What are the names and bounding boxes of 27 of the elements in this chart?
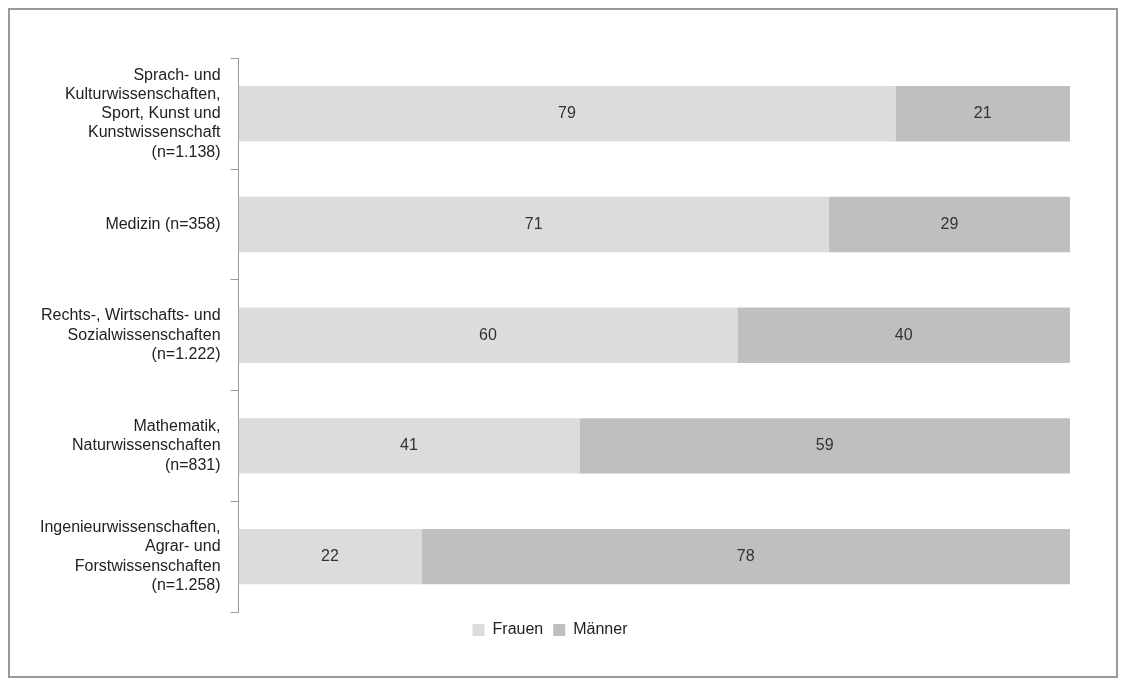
bar — [895, 86, 1070, 142]
bar — [828, 196, 1070, 253]
data-label: 41 — [400, 436, 418, 454]
bar — [238, 418, 580, 474]
legend-label: Männer — [573, 620, 629, 638]
bar — [238, 307, 738, 363]
y-tick-label: Ingenieurwissenschaften, Agrar- und Forstwissenschaften (n=1.258) — [39, 518, 221, 593]
y-tick-label: Sprach- und Kulturwissenschaften, Sport, Kunst und Kunstwissenschaft (n=1.138) — [64, 65, 222, 160]
legend-label: Frauen — [492, 620, 544, 638]
y-tick-label: Mathematik, Naturwissenschaften (n=831) — [72, 417, 221, 473]
y-tick-label: Medizin (n=358) — [105, 214, 221, 232]
data-label: 78 — [736, 547, 755, 565]
data-label: 60 — [479, 325, 497, 343]
bar — [238, 86, 896, 142]
data-label: 40 — [894, 325, 913, 343]
bar — [238, 528, 422, 585]
bar — [737, 307, 1070, 363]
data-label: 21 — [973, 104, 992, 122]
data-label: 29 — [940, 214, 959, 232]
data-label: 22 — [321, 547, 340, 565]
bar — [579, 418, 1070, 474]
bar — [421, 528, 1070, 585]
data-label: 71 — [524, 214, 543, 232]
bar — [238, 196, 829, 253]
y-tick-label: Rechts-, Wirtschafts- und Sozialwissenschaften (n=1.222) — [40, 306, 221, 362]
data-label: 59 — [815, 436, 834, 454]
data-label: 79 — [558, 104, 576, 122]
